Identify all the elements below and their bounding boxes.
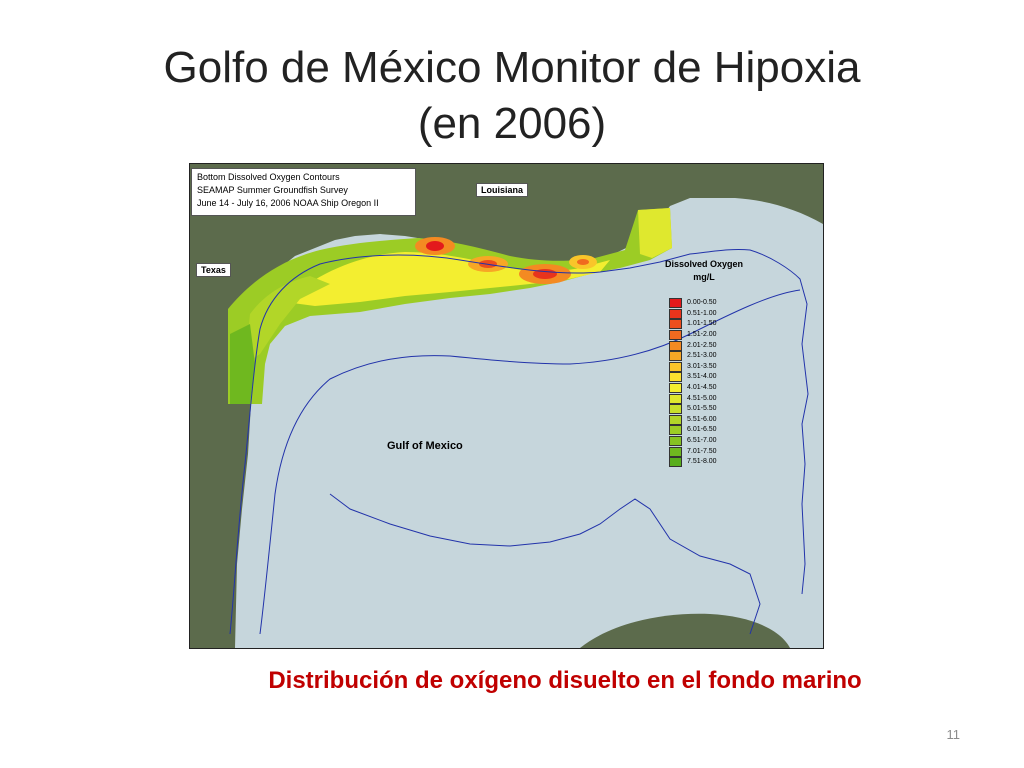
legend-label: 3.51-4.00 bbox=[687, 373, 717, 381]
legend-item: 1.01-1.50 bbox=[654, 319, 754, 330]
legend-swatch bbox=[669, 351, 682, 362]
legend-swatch bbox=[669, 457, 682, 468]
map-graphic bbox=[190, 164, 823, 648]
legend-item: 0.51-1.00 bbox=[654, 308, 754, 320]
survey-band-base bbox=[228, 208, 672, 404]
survey-band-dark bbox=[230, 324, 255, 404]
legend-label: 7.01-7.50 bbox=[687, 447, 717, 455]
legend-label: 5.01-5.50 bbox=[687, 405, 717, 413]
legend-swatch bbox=[669, 446, 682, 457]
legend-swatch bbox=[669, 319, 682, 330]
map-title-box: Bottom Dissolved Oxygen Contours SEAMAP … bbox=[191, 168, 416, 216]
legend-label: 1.01-1.50 bbox=[687, 320, 717, 328]
hypoxia-hotspot-1-core bbox=[426, 241, 444, 251]
legend-swatch bbox=[669, 330, 682, 341]
legend-title-line-1: Dissolved Oxygen bbox=[664, 259, 744, 269]
land-south bbox=[580, 613, 790, 648]
survey-band-east bbox=[638, 208, 672, 258]
legend-swatch bbox=[669, 393, 682, 404]
label-texas: Texas bbox=[196, 263, 231, 277]
legend-item: 2.01-2.50 bbox=[654, 340, 754, 351]
label-gulf-of-mexico: Gulf of Mexico bbox=[387, 440, 463, 452]
legend-swatch bbox=[669, 383, 682, 394]
legend-label: 2.51-3.00 bbox=[687, 352, 717, 360]
legend-item: 5.51-6.00 bbox=[654, 414, 754, 426]
legend-item: 6.51-7.00 bbox=[654, 436, 754, 447]
legend-label: 6.01-6.50 bbox=[687, 426, 717, 434]
legend-swatch bbox=[669, 361, 682, 372]
legend-swatch bbox=[669, 340, 682, 351]
hypoxia-map: Bottom Dissolved Oxygen Contours SEAMAP … bbox=[189, 163, 824, 649]
legend-label: 4.51-5.00 bbox=[687, 394, 717, 402]
hypoxia-hotspot-4-core bbox=[577, 259, 589, 265]
label-louisiana: Louisiana bbox=[476, 183, 529, 197]
legend-swatch bbox=[669, 425, 682, 436]
survey-band-yellow bbox=[285, 252, 610, 306]
legend-swatch bbox=[669, 436, 682, 447]
isobath-deep bbox=[259, 289, 801, 635]
legend-item: 6.01-6.50 bbox=[654, 425, 754, 436]
legend-label: 1.51-2.00 bbox=[687, 331, 717, 339]
map-title-line-1: Bottom Dissolved Oxygen Contours bbox=[197, 172, 340, 182]
isobath-line bbox=[229, 249, 809, 635]
legend-item: 0.00-0.50 bbox=[654, 298, 754, 309]
legend-label: 5.51-6.00 bbox=[687, 415, 717, 423]
legend-swatch bbox=[669, 298, 682, 309]
legend-swatch bbox=[669, 308, 682, 319]
legend-label: 7.51-8.00 bbox=[687, 458, 717, 466]
legend-item: 4.51-5.00 bbox=[654, 393, 754, 404]
legend-item: 3.01-3.50 bbox=[654, 361, 754, 373]
page-number: 11 bbox=[946, 727, 961, 742]
legend-swatch bbox=[669, 372, 682, 383]
legend-swatch bbox=[669, 414, 682, 425]
map-title-line-3: June 14 - July 16, 2006 NOAA Ship Oregon… bbox=[197, 198, 379, 208]
land-east bbox=[800, 284, 823, 604]
legend-label: 6.51-7.00 bbox=[687, 437, 717, 445]
slide-title-line-1: Golfo de México Monitor de Hipoxia bbox=[163, 43, 861, 92]
survey-band-light bbox=[245, 276, 330, 364]
legend-label: 3.01-3.50 bbox=[687, 362, 717, 370]
legend-item: 4.01-4.50 bbox=[654, 383, 754, 394]
legend-item: 3.51-4.00 bbox=[654, 372, 754, 383]
isobath-south bbox=[329, 493, 761, 635]
legend-item: 7.01-7.50 bbox=[654, 446, 754, 457]
legend-label: 4.01-4.50 bbox=[687, 384, 717, 392]
legend-swatch bbox=[669, 404, 682, 415]
legend-item: 5.01-5.50 bbox=[654, 404, 754, 415]
slide-title: Golfo de México Monitor de Hipoxia (en 2… bbox=[80, 40, 944, 152]
legend-list: 0.00-0.50 0.51-1.00 1.01-1.50 1.51-2.00 2.01… bbox=[654, 298, 754, 468]
legend-item: 7.51-8.00 bbox=[654, 457, 754, 468]
legend-label: 0.00-0.50 bbox=[687, 299, 717, 307]
oxygen-legend: Dissolved Oxygen mg/L 0.00-0.50 0.51-1.00… bbox=[654, 258, 754, 468]
map-title-line-2: SEAMAP Summer Groundfish Survey bbox=[197, 185, 348, 195]
legend-title-line-2: mg/L bbox=[693, 272, 715, 282]
legend-item: 2.51-3.00 bbox=[654, 351, 754, 362]
legend-label: 2.01-2.50 bbox=[687, 341, 717, 349]
slide-title-line-2: (en 2006) bbox=[417, 99, 607, 148]
legend-label: 0.51-1.00 bbox=[687, 309, 717, 317]
slide-caption: Distribución de oxígeno disuelto en el f… bbox=[268, 667, 862, 694]
legend-item: 1.51-2.00 bbox=[654, 330, 754, 341]
legend-title: Dissolved Oxygen mg/L bbox=[654, 258, 754, 284]
